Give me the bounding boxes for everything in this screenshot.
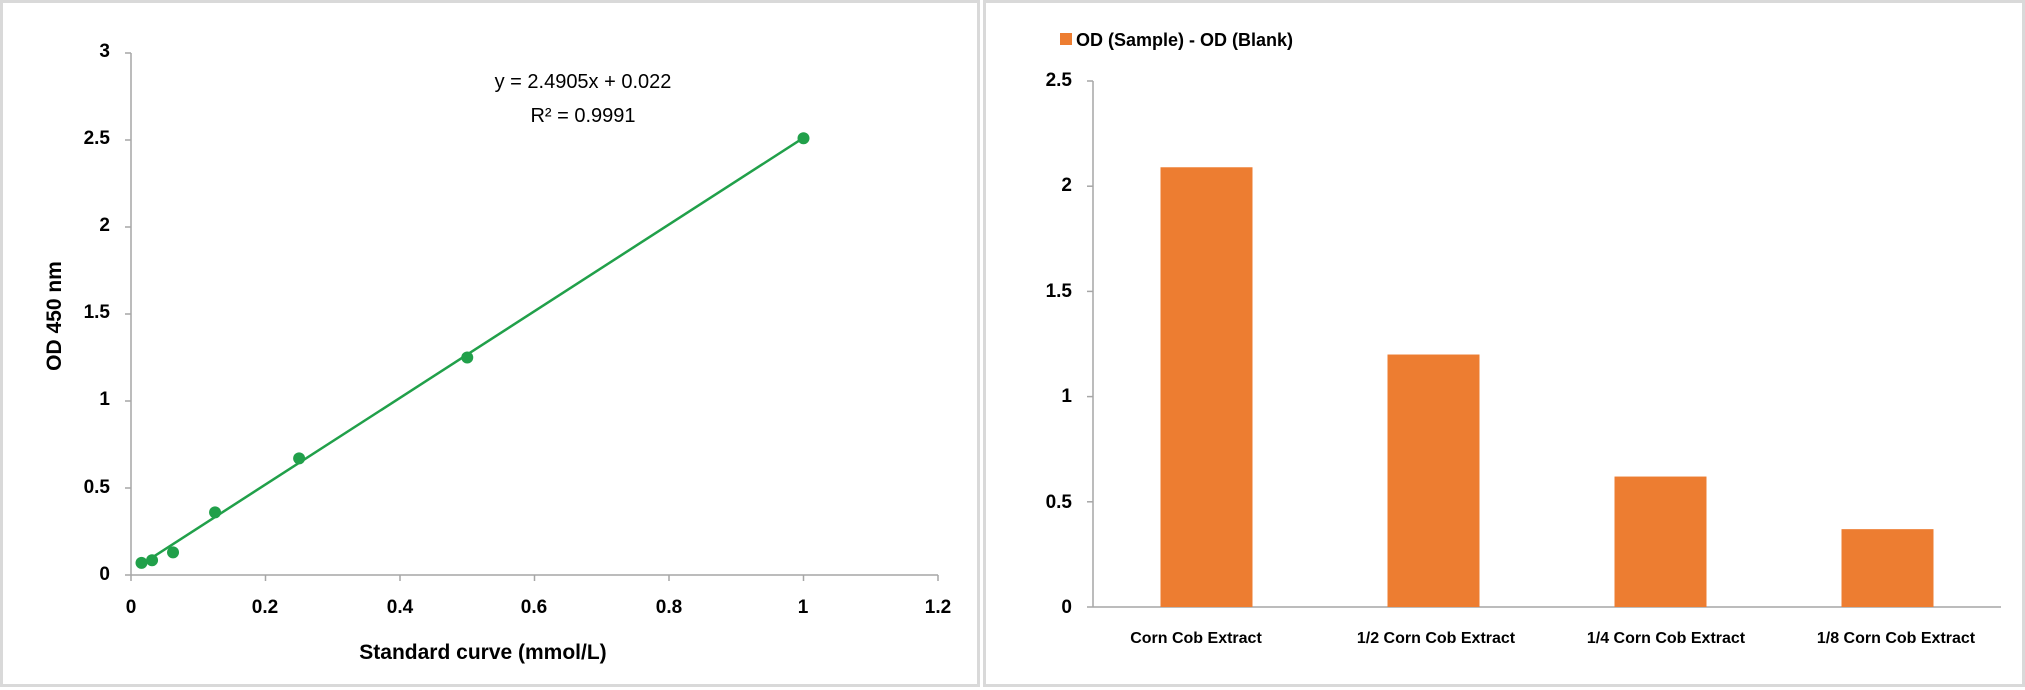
x-tick-label: 0.8 xyxy=(656,597,682,618)
y-tick-label: 1 xyxy=(1061,386,1072,407)
bar xyxy=(1614,476,1707,607)
y-axis-ticks: 0 0.5 1 1.5 2 2.5 3 xyxy=(84,41,111,585)
data-point xyxy=(461,351,474,364)
y-tick-label: 0.5 xyxy=(84,477,111,498)
data-point xyxy=(135,556,148,569)
y-axis-ticks: 0 0.5 1 1.5 2 2.5 xyxy=(1046,70,1073,618)
linear-trendline xyxy=(140,136,805,566)
data-point xyxy=(797,132,810,145)
r-squared-label: R² = 0.9991 xyxy=(530,105,635,127)
category-label: 1/4 Corn Cob Extract xyxy=(1587,630,1746,647)
x-axis-ticks: 0 0.2 0.4 0.6 0.8 1 1.2 xyxy=(126,597,952,618)
sample-od-panel: OD (Sample) - OD (Blank) 0 0.5 1 1.5 2 2… xyxy=(983,0,2025,687)
y-tick-label: 1 xyxy=(99,389,110,410)
data-point xyxy=(209,506,222,519)
category-label: 1/8 Corn Cob Extract xyxy=(1817,630,1976,647)
bar xyxy=(1841,529,1934,607)
y-tick-label: 2.5 xyxy=(84,128,111,149)
standard-curve-chart: 0 0.5 1 1.5 2 2.5 3 0 0.2 0.4 0.6 0.8 1 … xyxy=(43,41,952,664)
y-axis-title: OD 450 nm xyxy=(43,261,66,371)
category-labels: Corn Cob Extract 1/2 Corn Cob Extract 1/… xyxy=(1130,630,1976,647)
data-point xyxy=(293,452,306,465)
y-tick-label: 2 xyxy=(1061,175,1072,196)
bar xyxy=(1387,354,1480,607)
y-tick-label: 3 xyxy=(99,41,110,62)
y-tick-label: 1.5 xyxy=(84,302,111,323)
y-tick-label: 0 xyxy=(99,564,110,585)
data-point xyxy=(146,554,159,567)
x-tick-label: 0.4 xyxy=(387,597,414,618)
x-tick-label: 1.2 xyxy=(925,597,951,618)
data-point xyxy=(167,546,180,559)
y-tick-label: 2 xyxy=(99,215,110,236)
bar xyxy=(1160,167,1253,607)
y-tick-label: 1.5 xyxy=(1046,281,1073,302)
x-tick-label: 1 xyxy=(798,597,809,618)
y-tick-label: 0.5 xyxy=(1046,492,1073,513)
trendline-equation: y = 2.4905x + 0.022 xyxy=(495,71,672,93)
x-axis-title: Standard curve (mmol/L) xyxy=(359,641,606,664)
standard-curve-panel: 0 0.5 1 1.5 2 2.5 3 0 0.2 0.4 0.6 0.8 1 … xyxy=(0,0,980,687)
legend: OD (Sample) - OD (Blank) xyxy=(1060,30,1293,50)
legend-label: OD (Sample) - OD (Blank) xyxy=(1076,30,1293,50)
x-tick-label: 0.6 xyxy=(521,597,547,618)
category-label: 1/2 Corn Cob Extract xyxy=(1357,630,1516,647)
y-tick-label: 2.5 xyxy=(1046,70,1073,91)
category-label: Corn Cob Extract xyxy=(1130,630,1262,647)
sample-od-bar-chart: OD (Sample) - OD (Blank) 0 0.5 1 1.5 2 2… xyxy=(1046,30,2001,647)
y-tick-label: 0 xyxy=(1061,597,1072,618)
x-tick-label: 0.2 xyxy=(252,597,278,618)
x-tick-label: 0 xyxy=(126,597,137,618)
legend-swatch xyxy=(1060,33,1072,45)
